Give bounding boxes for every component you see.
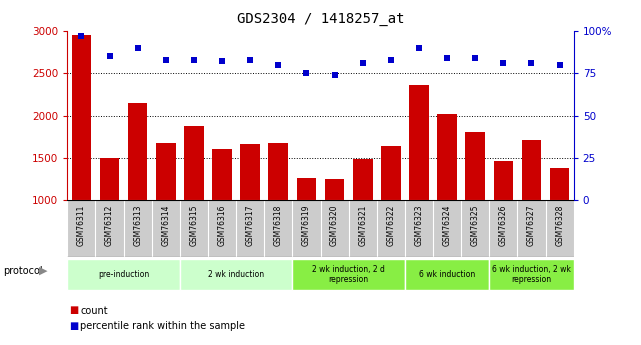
Text: GSM76312: GSM76312 (105, 205, 114, 246)
Text: 6 wk induction: 6 wk induction (419, 270, 475, 279)
Point (104, 54, 115, 59)
Bar (409, 85, 429, 200)
Point (554, 62, 565, 68)
Point (133, 45, 143, 51)
Text: GSM76325: GSM76325 (470, 205, 479, 246)
Point (188, 57, 199, 62)
Point (442, 55, 453, 61)
Bar (494, 161, 513, 200)
Text: GSM76326: GSM76326 (499, 205, 508, 246)
Point (273, 62, 283, 68)
Text: count: count (80, 306, 108, 315)
Text: ▶: ▶ (38, 266, 47, 276)
Point (470, 55, 480, 61)
Text: GSM76321: GSM76321 (358, 205, 367, 246)
Point (76, 33, 87, 39)
Bar (269, 142, 288, 200)
Text: GSM76313: GSM76313 (133, 205, 142, 246)
Text: GSM76317: GSM76317 (246, 205, 254, 246)
Text: ■: ■ (69, 321, 78, 331)
Text: GSM76315: GSM76315 (189, 205, 199, 246)
Text: GSM76314: GSM76314 (162, 205, 171, 246)
Bar (405, 259, 489, 290)
Text: 6 wk induction, 2 wk
repression: 6 wk induction, 2 wk repression (492, 265, 571, 284)
Text: GSM76311: GSM76311 (77, 205, 86, 246)
Point (498, 60, 508, 66)
Text: 2 wk induction, 2 d
repression: 2 wk induction, 2 d repression (312, 265, 385, 284)
Point (245, 57, 255, 62)
Bar (128, 103, 147, 200)
Point (217, 59, 227, 64)
Bar (437, 114, 457, 200)
Point (161, 57, 171, 62)
Text: GDS2304 / 1418257_at: GDS2304 / 1418257_at (237, 12, 404, 26)
Bar (522, 140, 542, 200)
Bar (212, 149, 232, 200)
Text: 2 wk induction: 2 wk induction (208, 270, 264, 279)
Bar (325, 179, 344, 200)
Bar (184, 126, 204, 200)
Bar (156, 142, 176, 200)
Text: GSM76320: GSM76320 (330, 205, 339, 246)
Text: GSM76323: GSM76323 (415, 205, 424, 246)
Bar (99, 158, 119, 200)
Text: GSM76328: GSM76328 (555, 205, 564, 246)
Text: GSM76316: GSM76316 (217, 205, 226, 246)
Bar (240, 144, 260, 200)
Text: GSM76319: GSM76319 (302, 205, 311, 246)
Bar (72, 35, 91, 200)
Bar (353, 159, 372, 200)
Text: GSM76327: GSM76327 (527, 205, 536, 246)
Bar (292, 259, 405, 290)
Bar (489, 259, 574, 290)
Bar (67, 259, 180, 290)
Point (358, 60, 368, 66)
Bar (381, 146, 401, 200)
Bar (550, 168, 569, 200)
Text: ■: ■ (69, 306, 78, 315)
Text: protocol: protocol (3, 266, 43, 276)
Point (414, 45, 424, 51)
Point (329, 72, 340, 78)
Point (301, 71, 312, 76)
Text: GSM76322: GSM76322 (387, 205, 395, 246)
Text: percentile rank within the sample: percentile rank within the sample (80, 321, 245, 331)
Text: pre-induction: pre-induction (98, 270, 149, 279)
Point (526, 60, 537, 66)
Point (386, 57, 396, 62)
Bar (180, 259, 292, 290)
Text: GSM76318: GSM76318 (274, 205, 283, 246)
Bar (297, 178, 316, 200)
Text: GSM76324: GSM76324 (442, 205, 452, 246)
Bar (465, 132, 485, 200)
